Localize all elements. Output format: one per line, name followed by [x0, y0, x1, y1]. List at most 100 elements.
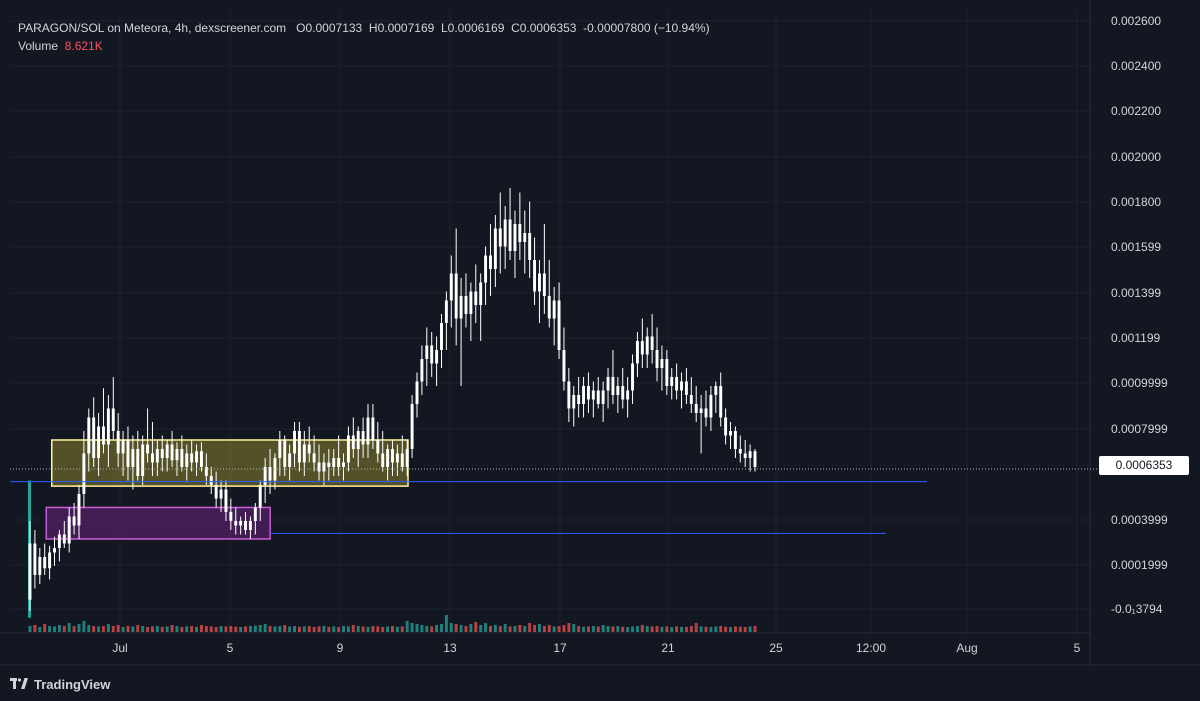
candle[interactable]: [714, 381, 718, 413]
candle[interactable]: [435, 336, 439, 386]
candle[interactable]: [542, 223, 546, 314]
candle[interactable]: [601, 381, 605, 422]
candle[interactable]: [489, 223, 492, 296]
candle[interactable]: [244, 511, 248, 535]
candle[interactable]: [136, 430, 140, 481]
candle[interactable]: [53, 536, 56, 566]
candle[interactable]: [415, 372, 419, 418]
candle[interactable]: [175, 442, 179, 476]
candle[interactable]: [263, 457, 267, 503]
candle[interactable]: [278, 430, 282, 476]
candle[interactable]: [405, 439, 409, 476]
candle[interactable]: [562, 327, 566, 391]
candle[interactable]: [410, 394, 414, 458]
candle[interactable]: [214, 471, 218, 508]
candle[interactable]: [361, 417, 365, 458]
candle[interactable]: [484, 246, 488, 305]
candle[interactable]: [753, 448, 757, 472]
candle[interactable]: [621, 367, 625, 409]
time-axis[interactable]: Jul 5 9 13 17 21 25 12:00 Aug 5: [112, 641, 1080, 655]
candle[interactable]: [606, 367, 610, 409]
candle[interactable]: [503, 205, 507, 269]
candle[interactable]: [528, 201, 532, 278]
candle[interactable]: [131, 435, 135, 490]
price-axis[interactable]: 0.002600 0.002400 0.002200 0.002000 0.001800…: [1111, 14, 1168, 616]
candle[interactable]: [327, 448, 331, 481]
candle[interactable]: [234, 507, 238, 535]
candle[interactable]: [665, 349, 669, 395]
candle[interactable]: [92, 397, 96, 467]
candle[interactable]: [660, 345, 664, 391]
candle[interactable]: [248, 516, 252, 539]
candle[interactable]: [572, 385, 576, 427]
candle[interactable]: [709, 385, 713, 431]
candle[interactable]: [33, 529, 37, 589]
candle[interactable]: [38, 547, 42, 584]
candle[interactable]: [67, 507, 71, 553]
candle[interactable]: [150, 421, 154, 476]
candle[interactable]: [586, 372, 590, 413]
candle[interactable]: [469, 282, 473, 341]
candle[interactable]: [537, 259, 541, 323]
candle[interactable]: [474, 264, 478, 323]
candle[interactable]: [48, 545, 52, 580]
candle[interactable]: [552, 286, 556, 346]
candle[interactable]: [444, 291, 448, 350]
candle[interactable]: [209, 466, 213, 494]
candle[interactable]: [675, 363, 679, 400]
candle[interactable]: [640, 318, 644, 368]
candle[interactable]: [366, 403, 370, 458]
candle[interactable]: [346, 426, 350, 472]
candle[interactable]: [611, 349, 615, 404]
candle[interactable]: [464, 273, 468, 328]
candle[interactable]: [518, 192, 522, 260]
candle[interactable]: [645, 327, 649, 368]
candle[interactable]: [87, 408, 91, 472]
candle[interactable]: [724, 408, 728, 445]
candle[interactable]: [121, 430, 125, 476]
candle[interactable]: [680, 372, 683, 409]
candle[interactable]: [253, 502, 257, 535]
candle[interactable]: [420, 345, 424, 395]
candle[interactable]: [533, 237, 537, 305]
candle[interactable]: [224, 480, 228, 521]
candle[interactable]: [97, 412, 101, 476]
candle[interactable]: [631, 354, 635, 404]
candle[interactable]: [302, 430, 306, 476]
candle[interactable]: [748, 444, 752, 472]
candle[interactable]: [547, 259, 551, 328]
candle[interactable]: [743, 439, 747, 467]
candle[interactable]: [479, 273, 483, 341]
candle[interactable]: [689, 376, 693, 413]
candle[interactable]: [297, 421, 301, 472]
candle[interactable]: [582, 376, 586, 418]
candle[interactable]: [342, 453, 345, 481]
candle[interactable]: [28, 520, 32, 611]
candle[interactable]: [62, 520, 66, 548]
candle[interactable]: [626, 376, 630, 418]
candle[interactable]: [650, 313, 654, 364]
candle[interactable]: [371, 403, 375, 449]
candle[interactable]: [391, 439, 394, 476]
candle[interactable]: [567, 367, 571, 422]
candle[interactable]: [440, 313, 443, 368]
candle[interactable]: [454, 228, 458, 346]
candle[interactable]: [498, 192, 502, 274]
candle[interactable]: [322, 453, 326, 485]
candle[interactable]: [616, 376, 620, 413]
candle[interactable]: [293, 421, 296, 467]
candle[interactable]: [635, 331, 639, 377]
candle[interactable]: [43, 543, 47, 575]
candle[interactable]: [165, 439, 169, 472]
candle[interactable]: [738, 435, 742, 463]
candle[interactable]: [332, 448, 336, 476]
candle[interactable]: [596, 376, 600, 409]
candle[interactable]: [195, 444, 199, 476]
candle[interactable]: [219, 480, 223, 512]
candle[interactable]: [684, 367, 688, 404]
candle[interactable]: [268, 448, 272, 494]
candle[interactable]: [111, 376, 115, 440]
candle[interactable]: [376, 421, 380, 463]
candle[interactable]: [430, 331, 434, 377]
candle[interactable]: [733, 426, 737, 458]
